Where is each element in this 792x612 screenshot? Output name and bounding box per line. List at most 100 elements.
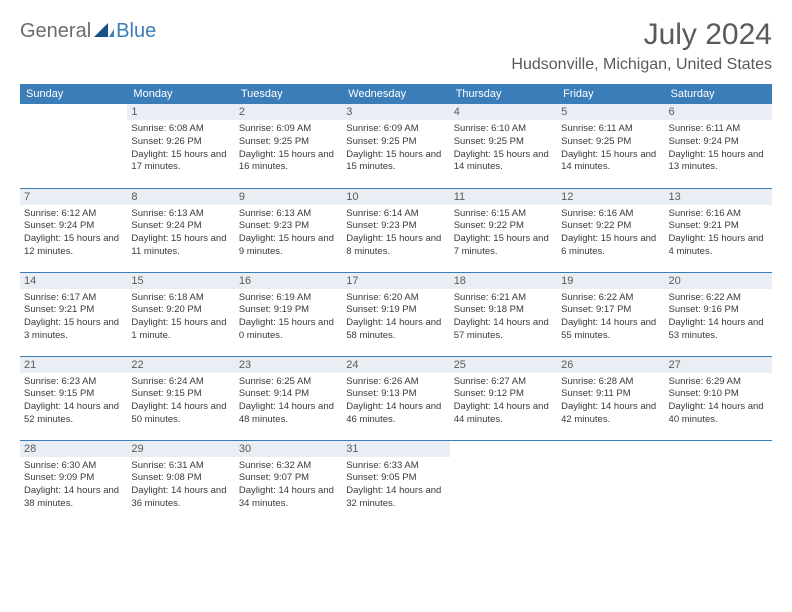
- sunset-text: Sunset: 9:08 PM: [131, 472, 230, 485]
- day-number: 11: [450, 189, 557, 205]
- day-details: Sunrise: 6:26 AMSunset: 9:13 PMDaylight:…: [346, 376, 445, 427]
- day-number: 1: [127, 104, 234, 120]
- day-number: 10: [342, 189, 449, 205]
- calendar-day-cell: 8Sunrise: 6:13 AMSunset: 9:24 PMDaylight…: [127, 188, 234, 272]
- sunset-text: Sunset: 9:10 PM: [669, 388, 768, 401]
- sunset-text: Sunset: 9:21 PM: [669, 220, 768, 233]
- day-details: Sunrise: 6:10 AMSunset: 9:25 PMDaylight:…: [454, 123, 553, 174]
- sunrise-text: Sunrise: 6:22 AM: [669, 292, 768, 305]
- day-details: Sunrise: 6:15 AMSunset: 9:22 PMDaylight:…: [454, 208, 553, 259]
- daylight-text: Daylight: 15 hours and 12 minutes.: [24, 233, 123, 259]
- day-number: 6: [665, 104, 772, 120]
- daylight-text: Daylight: 14 hours and 46 minutes.: [346, 401, 445, 427]
- day-header-sun: Sunday: [20, 84, 127, 104]
- daylight-text: Daylight: 15 hours and 15 minutes.: [346, 149, 445, 175]
- daylight-text: Daylight: 15 hours and 16 minutes.: [239, 149, 338, 175]
- day-number: 31: [342, 441, 449, 457]
- sunset-text: Sunset: 9:12 PM: [454, 388, 553, 401]
- sunrise-text: Sunrise: 6:24 AM: [131, 376, 230, 389]
- calendar-page: General Blue July 2024 Hudsonville, Mich…: [0, 0, 792, 542]
- calendar-day-cell: 26Sunrise: 6:28 AMSunset: 9:11 PMDayligh…: [557, 356, 664, 440]
- page-header: General Blue July 2024 Hudsonville, Mich…: [20, 18, 772, 74]
- day-number: 12: [557, 189, 664, 205]
- daylight-text: Daylight: 15 hours and 3 minutes.: [24, 317, 123, 343]
- day-details: Sunrise: 6:08 AMSunset: 9:26 PMDaylight:…: [131, 123, 230, 174]
- day-details: Sunrise: 6:22 AMSunset: 9:16 PMDaylight:…: [669, 292, 768, 343]
- sunrise-text: Sunrise: 6:09 AM: [346, 123, 445, 136]
- daylight-text: Daylight: 14 hours and 48 minutes.: [239, 401, 338, 427]
- day-number: 8: [127, 189, 234, 205]
- day-details: Sunrise: 6:25 AMSunset: 9:14 PMDaylight:…: [239, 376, 338, 427]
- daylight-text: Daylight: 15 hours and 4 minutes.: [669, 233, 768, 259]
- daylight-text: Daylight: 14 hours and 44 minutes.: [454, 401, 553, 427]
- day-header-wed: Wednesday: [342, 84, 449, 104]
- day-details: Sunrise: 6:28 AMSunset: 9:11 PMDaylight:…: [561, 376, 660, 427]
- day-details: Sunrise: 6:16 AMSunset: 9:21 PMDaylight:…: [669, 208, 768, 259]
- calendar-day-cell: 30Sunrise: 6:32 AMSunset: 9:07 PMDayligh…: [235, 440, 342, 524]
- calendar-day-cell: 21Sunrise: 6:23 AMSunset: 9:15 PMDayligh…: [20, 356, 127, 440]
- sunrise-text: Sunrise: 6:22 AM: [561, 292, 660, 305]
- calendar-day-cell: 23Sunrise: 6:25 AMSunset: 9:14 PMDayligh…: [235, 356, 342, 440]
- daylight-text: Daylight: 15 hours and 14 minutes.: [561, 149, 660, 175]
- sunrise-text: Sunrise: 6:11 AM: [669, 123, 768, 136]
- sunrise-text: Sunrise: 6:12 AM: [24, 208, 123, 221]
- daylight-text: Daylight: 15 hours and 9 minutes.: [239, 233, 338, 259]
- sunset-text: Sunset: 9:23 PM: [239, 220, 338, 233]
- calendar-day-cell: 4 Sunrise: 6:10 AMSunset: 9:25 PMDaylight…: [450, 104, 557, 188]
- day-number: 2: [235, 104, 342, 120]
- sunrise-text: Sunrise: 6:19 AM: [239, 292, 338, 305]
- sunset-text: Sunset: 9:05 PM: [346, 472, 445, 485]
- day-details: Sunrise: 6:13 AMSunset: 9:23 PMDaylight:…: [239, 208, 338, 259]
- daylight-text: Daylight: 14 hours and 55 minutes.: [561, 317, 660, 343]
- day-header-tue: Tuesday: [235, 84, 342, 104]
- calendar-week-row: 28Sunrise: 6:30 AMSunset: 9:09 PMDayligh…: [20, 440, 772, 524]
- daylight-text: Daylight: 15 hours and 1 minute.: [131, 317, 230, 343]
- sunset-text: Sunset: 9:16 PM: [669, 304, 768, 317]
- daylight-text: Daylight: 15 hours and 8 minutes.: [346, 233, 445, 259]
- day-number: 20: [665, 273, 772, 289]
- sunrise-text: Sunrise: 6:11 AM: [561, 123, 660, 136]
- day-details: Sunrise: 6:33 AMSunset: 9:05 PMDaylight:…: [346, 460, 445, 511]
- calendar-week-row: 7Sunrise: 6:12 AMSunset: 9:24 PMDaylight…: [20, 188, 772, 272]
- calendar-day-cell: 14Sunrise: 6:17 AMSunset: 9:21 PMDayligh…: [20, 272, 127, 356]
- daylight-text: Daylight: 15 hours and 13 minutes.: [669, 149, 768, 175]
- sunset-text: Sunset: 9:15 PM: [24, 388, 123, 401]
- day-details: Sunrise: 6:29 AMSunset: 9:10 PMDaylight:…: [669, 376, 768, 427]
- sunrise-text: Sunrise: 6:16 AM: [561, 208, 660, 221]
- day-details: Sunrise: 6:27 AMSunset: 9:12 PMDaylight:…: [454, 376, 553, 427]
- daylight-text: Daylight: 14 hours and 57 minutes.: [454, 317, 553, 343]
- sunset-text: Sunset: 9:25 PM: [561, 136, 660, 149]
- calendar-day-cell: 3Sunrise: 6:09 AMSunset: 9:25 PMDaylight…: [342, 104, 449, 188]
- daylight-text: Daylight: 14 hours and 58 minutes.: [346, 317, 445, 343]
- daylight-text: Daylight: 15 hours and 11 minutes.: [131, 233, 230, 259]
- sunrise-text: Sunrise: 6:32 AM: [239, 460, 338, 473]
- daylight-text: Daylight: 15 hours and 6 minutes.: [561, 233, 660, 259]
- day-number: 25: [450, 357, 557, 373]
- daylight-text: Daylight: 14 hours and 34 minutes.: [239, 485, 338, 511]
- sunset-text: Sunset: 9:15 PM: [131, 388, 230, 401]
- day-number: 28: [20, 441, 127, 457]
- sunset-text: Sunset: 9:22 PM: [561, 220, 660, 233]
- calendar-week-row: 14Sunrise: 6:17 AMSunset: 9:21 PMDayligh…: [20, 272, 772, 356]
- day-details: Sunrise: 6:32 AMSunset: 9:07 PMDaylight:…: [239, 460, 338, 511]
- calendar-day-cell: 19Sunrise: 6:22 AMSunset: 9:17 PMDayligh…: [557, 272, 664, 356]
- day-number: 4: [450, 104, 557, 120]
- sunset-text: Sunset: 9:21 PM: [24, 304, 123, 317]
- calendar-body: 1 Sunrise: 6:08 AMSunset: 9:26 PMDaylight…: [20, 104, 772, 524]
- calendar-day-cell: 22Sunrise: 6:24 AMSunset: 9:15 PMDayligh…: [127, 356, 234, 440]
- calendar-day-cell: 7Sunrise: 6:12 AMSunset: 9:24 PMDaylight…: [20, 188, 127, 272]
- day-number: 3: [342, 104, 449, 120]
- day-number: 13: [665, 189, 772, 205]
- sunset-text: Sunset: 9:13 PM: [346, 388, 445, 401]
- calendar-empty-cell: [450, 440, 557, 524]
- day-details: Sunrise: 6:16 AMSunset: 9:22 PMDaylight:…: [561, 208, 660, 259]
- day-details: Sunrise: 6:12 AMSunset: 9:24 PMDaylight:…: [24, 208, 123, 259]
- sunrise-text: Sunrise: 6:31 AM: [131, 460, 230, 473]
- calendar-week-row: 1 Sunrise: 6:08 AMSunset: 9:26 PMDaylight…: [20, 104, 772, 188]
- sunset-text: Sunset: 9:24 PM: [669, 136, 768, 149]
- sunrise-text: Sunrise: 6:13 AM: [239, 208, 338, 221]
- calendar-day-cell: 12 Sunrise: 6:16 AMSunset: 9:22 PMDayligh…: [557, 188, 664, 272]
- calendar-empty-cell: [20, 104, 127, 188]
- sunrise-text: Sunrise: 6:28 AM: [561, 376, 660, 389]
- calendar-table: Sunday Monday Tuesday Wednesday Thursday…: [20, 84, 772, 524]
